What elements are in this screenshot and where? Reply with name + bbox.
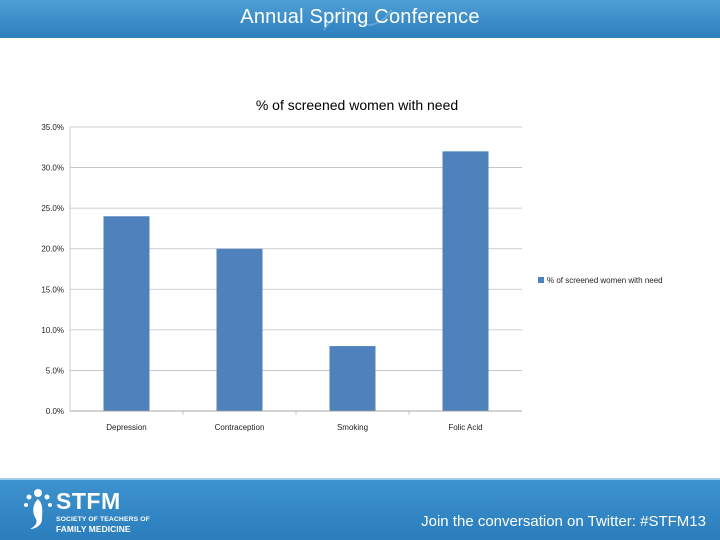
bars xyxy=(103,151,489,412)
conference-title: Annual Spring Conference xyxy=(240,6,480,28)
bar-smoking xyxy=(329,346,376,411)
y-tick-label: 0.0% xyxy=(46,407,64,416)
x-tick-label: Depression xyxy=(106,423,146,432)
x-tick-label: Smoking xyxy=(337,423,368,432)
conference-footer: STFM SOCIETY OF TEACHERS OF FAMILY MEDIC… xyxy=(0,478,720,540)
footer-stripe xyxy=(0,478,720,480)
y-axis-ticks: 0.0% 5.0% 10.0% 15.0% 20.0% 25.0% 30.0% 35.0% xyxy=(41,123,64,416)
bar-depression xyxy=(103,216,150,411)
y-tick-label: 20.0% xyxy=(41,245,64,254)
y-tick-label: 25.0% xyxy=(41,204,64,213)
swirl-icon xyxy=(323,9,393,31)
y-tick-label: 30.0% xyxy=(41,164,64,173)
x-axis-ticks: Depression Contraception Smoking Folic Acid xyxy=(70,410,522,432)
legend: % of screened women with need xyxy=(538,276,663,285)
y-tick-label: 35.0% xyxy=(41,123,64,132)
logo-subtitle-2: FAMILY MEDICINE xyxy=(56,524,131,534)
x-tick-label: Contraception xyxy=(215,423,265,432)
logo-subtitle-1: SOCIETY OF TEACHERS OF xyxy=(56,516,150,523)
stfm-logo: STFM SOCIETY OF TEACHERS OF FAMILY MEDIC… xyxy=(22,487,162,534)
y-tick-label: 15.0% xyxy=(41,285,64,294)
y-tick-label: 10.0% xyxy=(41,326,64,335)
bar-folic-acid xyxy=(442,151,489,412)
bar-contraception xyxy=(216,248,263,411)
x-tick-label: Folic Acid xyxy=(448,423,482,432)
legend-label: % of screened women with need xyxy=(547,276,663,285)
chart-title: % of screened women with need xyxy=(256,97,458,113)
twitter-callout: Join the conversation on Twitter: #STFM1… xyxy=(421,513,706,530)
stfm-figure-icon xyxy=(24,489,52,529)
y-tick-label: 5.0% xyxy=(46,366,64,375)
legend-swatch xyxy=(538,277,544,283)
conference-header: Annual Spring Conference xyxy=(0,0,720,38)
logo-name: STFM xyxy=(56,488,121,514)
